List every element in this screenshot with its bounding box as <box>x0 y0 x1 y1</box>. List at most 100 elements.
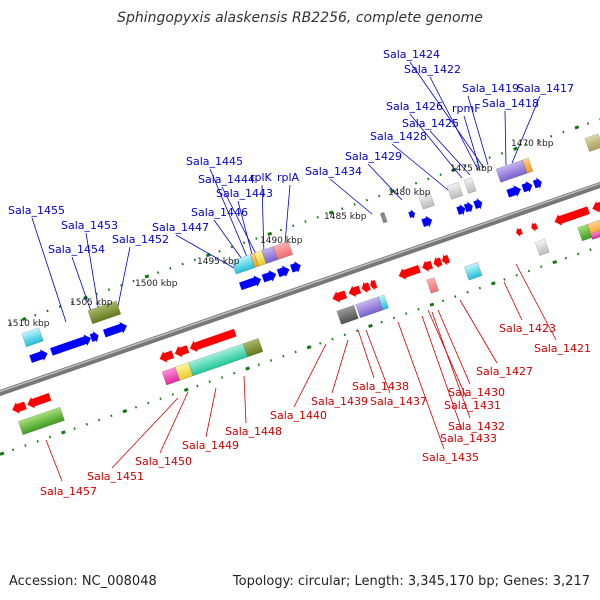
scale-tick <box>269 359 273 362</box>
gene-feature <box>456 204 466 216</box>
scale-tick <box>98 418 101 422</box>
accession-text: Accession: NC_008048 <box>9 574 157 589</box>
gene-label: rpmF <box>452 102 481 115</box>
scale-tick <box>429 302 435 307</box>
scale-label: 1495 kbp <box>197 257 240 267</box>
scale-tick <box>368 323 373 329</box>
gene-feature <box>239 275 262 291</box>
scale-tick <box>365 198 369 202</box>
connector-line <box>467 95 489 166</box>
scale-tick <box>48 435 52 439</box>
scale-tick <box>171 393 174 396</box>
scale-tick <box>242 241 246 245</box>
gene-label: Sala_1418 <box>482 97 539 110</box>
scale-tick <box>343 333 346 337</box>
scale-tick <box>279 228 283 232</box>
scale-tick <box>294 350 297 354</box>
connector-line <box>504 110 507 166</box>
connector-line <box>31 217 67 323</box>
scale-tick <box>132 279 135 283</box>
scale-tick <box>110 414 113 418</box>
scale-tick <box>414 181 418 185</box>
scale-tick <box>515 273 518 277</box>
gene-label: rplK <box>250 171 273 184</box>
gene-label: Sala_1445 <box>186 155 243 168</box>
scale-tick <box>402 186 405 189</box>
scale-tick <box>218 249 221 253</box>
gene-feature <box>276 265 290 278</box>
gene-label: Sala_1455 <box>8 204 65 217</box>
gene-label: Sala_1434 <box>305 165 362 178</box>
scale-tick <box>245 366 251 371</box>
forward-scale-track <box>9 118 600 325</box>
gene-label: Sala_1432 <box>448 420 505 433</box>
gene-feature <box>336 304 359 325</box>
connector-line <box>409 113 463 179</box>
connector-line <box>463 115 481 171</box>
connector-line <box>117 246 131 307</box>
gene-feature <box>584 133 600 152</box>
connector-line <box>503 281 523 321</box>
scale-tick <box>378 194 381 198</box>
scale-label: 1480 kbp <box>388 188 431 198</box>
gene-feature <box>361 281 371 294</box>
scale-tick <box>550 135 553 138</box>
gene-label: Sala_1440 <box>270 409 327 422</box>
scale-tick <box>439 173 442 176</box>
scale-tick <box>306 345 312 350</box>
connector-line <box>221 186 261 263</box>
gene-feature <box>554 206 590 226</box>
connector-line <box>111 397 179 469</box>
gene-feature <box>495 159 528 183</box>
gene-feature <box>473 198 483 210</box>
scale-tick <box>341 207 344 211</box>
scale-tick <box>586 122 590 125</box>
gene-feature <box>370 279 378 291</box>
gene-label: Sala_1429 <box>345 150 402 163</box>
gene-feature <box>532 177 542 189</box>
scale-tick <box>257 363 260 366</box>
scale-tick <box>193 258 197 262</box>
gene-feature <box>577 224 593 242</box>
reverse-scale-track <box>0 248 592 456</box>
gene-feature <box>89 331 99 343</box>
gene-feature <box>408 209 415 219</box>
scale-tick <box>488 156 491 159</box>
scale-tick <box>328 210 334 215</box>
scale-tick <box>220 376 224 379</box>
genome-backbone <box>0 181 600 397</box>
scale-tick <box>577 252 580 256</box>
connector-line <box>329 178 373 215</box>
gene-label: Sala_1437 <box>370 395 427 408</box>
gene-feature <box>12 401 27 414</box>
scale-tick <box>122 409 128 414</box>
scale-label: 1475 kbp <box>450 164 493 174</box>
scale-tick <box>441 299 445 303</box>
connector-line <box>515 263 557 341</box>
gene-label: Sala_1425 <box>402 117 459 130</box>
gene-feature <box>189 328 237 353</box>
scale-label: 1510 kbp <box>7 319 50 329</box>
scale-tick <box>233 371 236 375</box>
connector-line <box>159 391 189 454</box>
scale-tick <box>353 203 356 206</box>
scale-tick <box>24 444 27 447</box>
gene-label: Sala_1448 <box>225 425 282 438</box>
scale-tick <box>316 215 319 219</box>
scale-tick <box>503 278 506 281</box>
gene-label: Sala_1439 <box>311 395 368 408</box>
gene-label: Sala_1427 <box>476 365 533 378</box>
scale-tick <box>540 265 543 269</box>
track-lines <box>0 118 600 456</box>
scale-tick <box>454 295 457 298</box>
gene-feature <box>433 256 443 269</box>
gene-feature <box>290 261 301 273</box>
gene-label: Sala_1428 <box>370 130 427 143</box>
gene-feature <box>272 240 294 261</box>
gene-feature <box>21 327 44 348</box>
scale-tick <box>355 329 359 332</box>
gene-label: Sala_1447 <box>152 221 209 234</box>
scale-tick <box>562 130 565 134</box>
scale-label: 1505 kbp <box>70 298 113 308</box>
scale-tick <box>0 451 5 456</box>
